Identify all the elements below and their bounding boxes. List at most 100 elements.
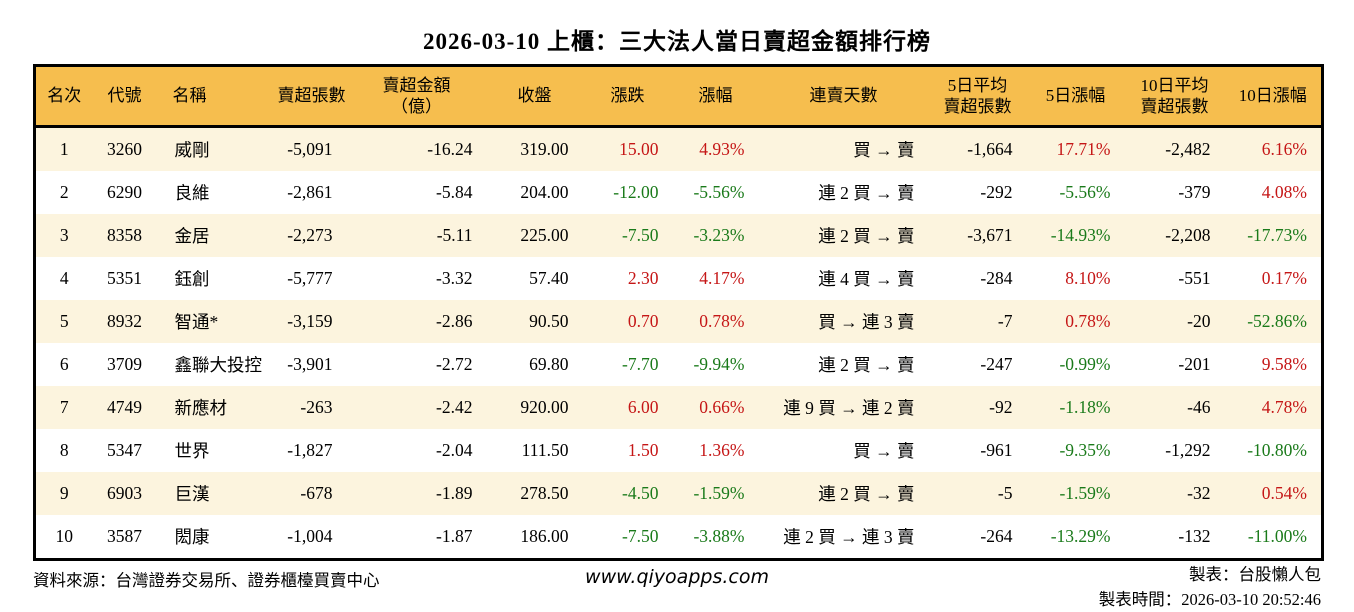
cell-change_pct: 0.66%	[699, 397, 745, 417]
cell-rank: 3	[59, 225, 69, 245]
table-row: 7 4749 新應材 -263 -2.42 920.00 6.00 0.66% 連 9 買 → …	[34, 386, 1323, 429]
cell-streak: 連 2 買 → 賣	[818, 226, 915, 246]
cell-sell_shares: -263	[300, 397, 333, 417]
page-title: 2026-03-10 上櫃：三大法人當日賣超金額排行榜	[422, 29, 932, 54]
cell-name: 閎康	[174, 527, 210, 547]
cell-rank: 9	[59, 483, 69, 503]
cell-rank: 8	[59, 440, 69, 460]
report-timestamp: 製表時間：2026-03-10 20:52:46	[1098, 590, 1321, 609]
cell-sell_amount: -2.04	[436, 440, 473, 460]
cell-change_pct: 0.78%	[699, 311, 745, 331]
cell-sell_amount: -2.72	[436, 354, 473, 374]
cell-sell_amount: -3.32	[436, 268, 473, 288]
cell-pct5: -0.99%	[1059, 354, 1111, 374]
cell-code: 3260	[107, 139, 142, 159]
cell-pct5: -1.59%	[1059, 483, 1111, 503]
cell-close: 319.00	[520, 139, 569, 159]
cell-change_pct: -1.59%	[693, 483, 745, 503]
cell-change: 2.30	[627, 268, 659, 288]
cell-close: 57.40	[529, 268, 569, 288]
cell-name: 新應材	[174, 398, 228, 418]
cell-name: 智通*	[174, 312, 219, 332]
cell-pct10: 4.78%	[1261, 397, 1307, 417]
cell-change: 6.00	[627, 397, 659, 417]
cell-code: 8932	[107, 311, 142, 331]
cell-avg10: -46	[1187, 397, 1211, 417]
cell-avg10: -132	[1178, 526, 1211, 546]
cell-close: 225.00	[520, 225, 569, 245]
cell-name: 世界	[174, 441, 210, 461]
cell-code: 5351	[107, 268, 142, 288]
cell-pct10: 9.58%	[1261, 354, 1307, 374]
cell-avg5: -247	[980, 354, 1013, 374]
cell-avg5: -961	[980, 440, 1013, 460]
cell-change: -12.00	[613, 182, 659, 202]
cell-rank: 1	[59, 139, 69, 159]
cell-pct5: -13.29%	[1050, 526, 1111, 546]
cell-rank: 4	[59, 268, 69, 288]
column-header-pct10: 10日漲幅	[1224, 65, 1323, 128]
column-header-rank: 名次	[34, 65, 93, 128]
cell-avg10: -551	[1178, 268, 1211, 288]
column-header-pct5: 5日漲幅	[1026, 65, 1125, 128]
cell-avg10: -32	[1187, 483, 1211, 503]
cell-close: 920.00	[520, 397, 569, 417]
table-row: 10 3587 閎康 -1,004 -1.87 186.00 -7.50 -3.88% 連 2 …	[34, 515, 1323, 560]
cell-avg10: -1,292	[1165, 440, 1211, 460]
cell-change: 0.70	[627, 311, 659, 331]
table-body: 1 3260 威剛 -5,091 -16.24 319.00 15.00 4.93% 買 → 賣…	[34, 126, 1323, 560]
column-header-streak: 連賣天數	[758, 65, 929, 128]
cell-pct10: -17.73%	[1247, 225, 1307, 245]
column-header-change_pct: 漲幅	[672, 65, 759, 128]
cell-sell_shares: -2,273	[287, 225, 333, 245]
cell-sell_amount: -5.84	[436, 182, 473, 202]
cell-code: 3587	[107, 526, 142, 546]
cell-sell_amount: -2.42	[436, 397, 473, 417]
report-author: 製表：台股懶人包	[1189, 565, 1321, 584]
cell-streak: 連 2 買 → 連 3 賣	[783, 527, 915, 547]
cell-change: -4.50	[622, 483, 659, 503]
cell-change: -7.70	[622, 354, 659, 374]
cell-change_pct: -9.94%	[693, 354, 745, 374]
column-header-close: 收盤	[486, 65, 583, 128]
website-url: www.qiyoapps.com	[585, 566, 769, 588]
cell-rank: 7	[59, 397, 69, 417]
column-header-avg5: 5日平均 賣超張數	[928, 65, 1027, 128]
cell-pct5: -1.18%	[1059, 397, 1111, 417]
cell-pct10: 6.16%	[1261, 139, 1307, 159]
cell-sell_amount: -1.87	[436, 526, 473, 546]
cell-avg5: -1,664	[967, 139, 1013, 159]
cell-avg5: -5	[997, 483, 1013, 503]
cell-name: 鑫聯大投控	[174, 355, 263, 375]
cell-avg5: -264	[980, 526, 1013, 546]
cell-name: 良維	[174, 183, 210, 203]
table-row: 5 8932 智通* -3,159 -2.86 90.50 0.70 0.78% 買 → 連 3…	[34, 300, 1323, 343]
cell-avg10: -2,208	[1165, 225, 1211, 245]
column-header-name: 名稱	[156, 65, 277, 128]
cell-code: 8358	[107, 225, 142, 245]
cell-avg5: -7	[997, 311, 1013, 331]
cell-avg5: -3,671	[967, 225, 1013, 245]
cell-streak: 連 9 買 → 連 2 賣	[783, 398, 915, 418]
cell-streak: 連 2 買 → 賣	[818, 484, 915, 504]
cell-sell_amount: -1.89	[436, 483, 473, 503]
cell-close: 90.50	[529, 311, 569, 331]
cell-avg5: -292	[980, 182, 1013, 202]
cell-pct5: -5.56%	[1059, 182, 1111, 202]
cell-rank: 6	[59, 354, 69, 374]
column-header-change: 漲跌	[582, 65, 673, 128]
cell-close: 278.50	[520, 483, 569, 503]
cell-avg10: -379	[1178, 182, 1211, 202]
cell-sell_shares: -2,861	[287, 182, 333, 202]
cell-pct10: 0.54%	[1261, 483, 1307, 503]
cell-pct5: -9.35%	[1059, 440, 1111, 460]
cell-sell_shares: -1,004	[287, 526, 333, 546]
cell-streak: 連 2 買 → 賣	[818, 183, 915, 203]
column-header-sell_amount: 賣超金額 （億）	[346, 65, 487, 128]
cell-code: 6903	[107, 483, 142, 503]
cell-avg10: -20	[1187, 311, 1211, 331]
cell-sell_shares: -678	[300, 483, 333, 503]
cell-rank: 2	[59, 182, 69, 202]
table-row: 1 3260 威剛 -5,091 -16.24 319.00 15.00 4.93% 買 → 賣…	[34, 126, 1323, 171]
